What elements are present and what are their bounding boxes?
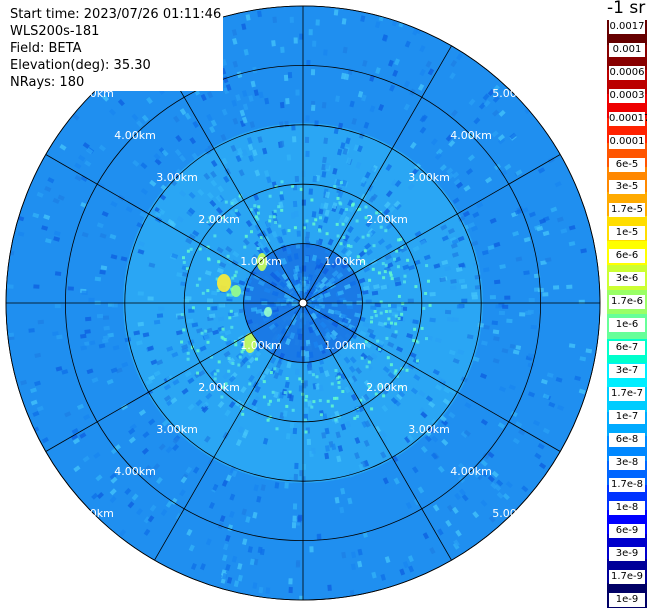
colorbar: 0.0017 0.001 0.0006 0.0003 0.00017 0.0001 6e-5… [607, 20, 647, 608]
colorbar-tick-label: 6e-8 [609, 432, 645, 447]
colorbar-tick-label: 3e-7 [609, 363, 645, 378]
colorbar-tick-label: 6e-9 [609, 524, 645, 539]
range-ring-label: 4.00km [114, 465, 156, 478]
elevation-value: Elevation(deg): 35.30 [10, 58, 151, 73]
colorbar-tick-label: 0.0003 [609, 88, 645, 103]
nrays-value: NRays: 180 [10, 75, 85, 90]
range-ring-label: 2.00km [198, 381, 240, 394]
colorbar-tick-label: 1e-8 [609, 501, 645, 516]
origin-marker [298, 298, 308, 308]
colorbar-tick-label: 1.7e-7 [609, 386, 645, 401]
range-ring-label: 5.00km [72, 507, 114, 520]
colorbar-tick-label: 6e-5 [609, 157, 645, 172]
high-backscatter-patches [217, 253, 272, 353]
backscatter-field [7, 9, 593, 600]
colorbar-tick-label: 1.7e-9 [609, 570, 645, 585]
range-ring-label: 3.00km [408, 423, 450, 436]
range-ring-label: 4.00km [114, 129, 156, 142]
range-ring-label: 3.00km [408, 171, 450, 184]
colorbar-tick-label: 1.7e-8 [609, 478, 645, 493]
colorbar-tick-label: 6e-6 [609, 249, 645, 264]
colorbar-tick-label: 0.0001 [609, 134, 645, 149]
colorbar-tick-label: 1e-9 [609, 593, 645, 607]
scan-info-panel: Start time: 2023/07/26 01:11:46 WLS200s-… [8, 6, 224, 91]
colorbar-tick-label: 1e-6 [609, 318, 645, 332]
colorbar-tick-label: 0.00017 [609, 111, 647, 126]
colorbar-tick-label: 1.7e-6 [609, 295, 645, 309]
range-ring-label: 3.00km [156, 171, 198, 184]
colorbar-tick-label: 1e-5 [609, 226, 645, 241]
range-ring-label: 4.00km [450, 465, 492, 478]
field-name: Field: BETA [10, 41, 82, 56]
range-ring-label: 2.00km [366, 381, 408, 394]
range-ring-label: 1.00km [240, 339, 282, 352]
colorbar-tick-label: 0.001 [609, 42, 645, 57]
colorbar-tick-label: 3e-9 [609, 547, 645, 562]
colorbar-unit-label: -1 sr [607, 0, 646, 18]
instrument-name: WLS200s-181 [10, 24, 100, 39]
colorbar-tick-label: 6e-7 [609, 340, 645, 355]
range-ring-label: 5.00km [492, 87, 534, 100]
colorbar-tick-label: 0.0006 [609, 65, 645, 80]
range-ring-label: 1.00km [324, 255, 366, 268]
range-ring-label: 4.00km [450, 129, 492, 142]
range-ring-label: 2.00km [366, 213, 408, 226]
range-ring-label: 1.00km [324, 339, 366, 352]
start-time: Start time: 2023/07/26 01:11:46 [10, 7, 222, 22]
range-ring-label: 1.00km [240, 255, 282, 268]
ppi-scan-plot: 1.00km 1.00km 1.00km 1.00km 2.00km 2.00km 2.00… [5, 5, 601, 601]
range-ring-labels: 1.00km 1.00km 1.00km 1.00km 2.00km 2.00km 2.00… [72, 87, 534, 520]
colorbar-tick-label: 3e-6 [609, 272, 645, 287]
range-ring-label: 3.00km [156, 423, 198, 436]
range-ring-label: 5.00km [492, 507, 534, 520]
colorbar-tick-label: 1.7e-5 [609, 203, 645, 218]
colorbar-tick-label: 3e-5 [609, 180, 645, 195]
colorbar-tick-label: 3e-8 [609, 455, 645, 470]
colorbar-tick-label: 0.0017 [609, 20, 645, 34]
colorbar-tick-label: 1e-7 [609, 409, 645, 424]
range-ring-label: 2.00km [198, 213, 240, 226]
